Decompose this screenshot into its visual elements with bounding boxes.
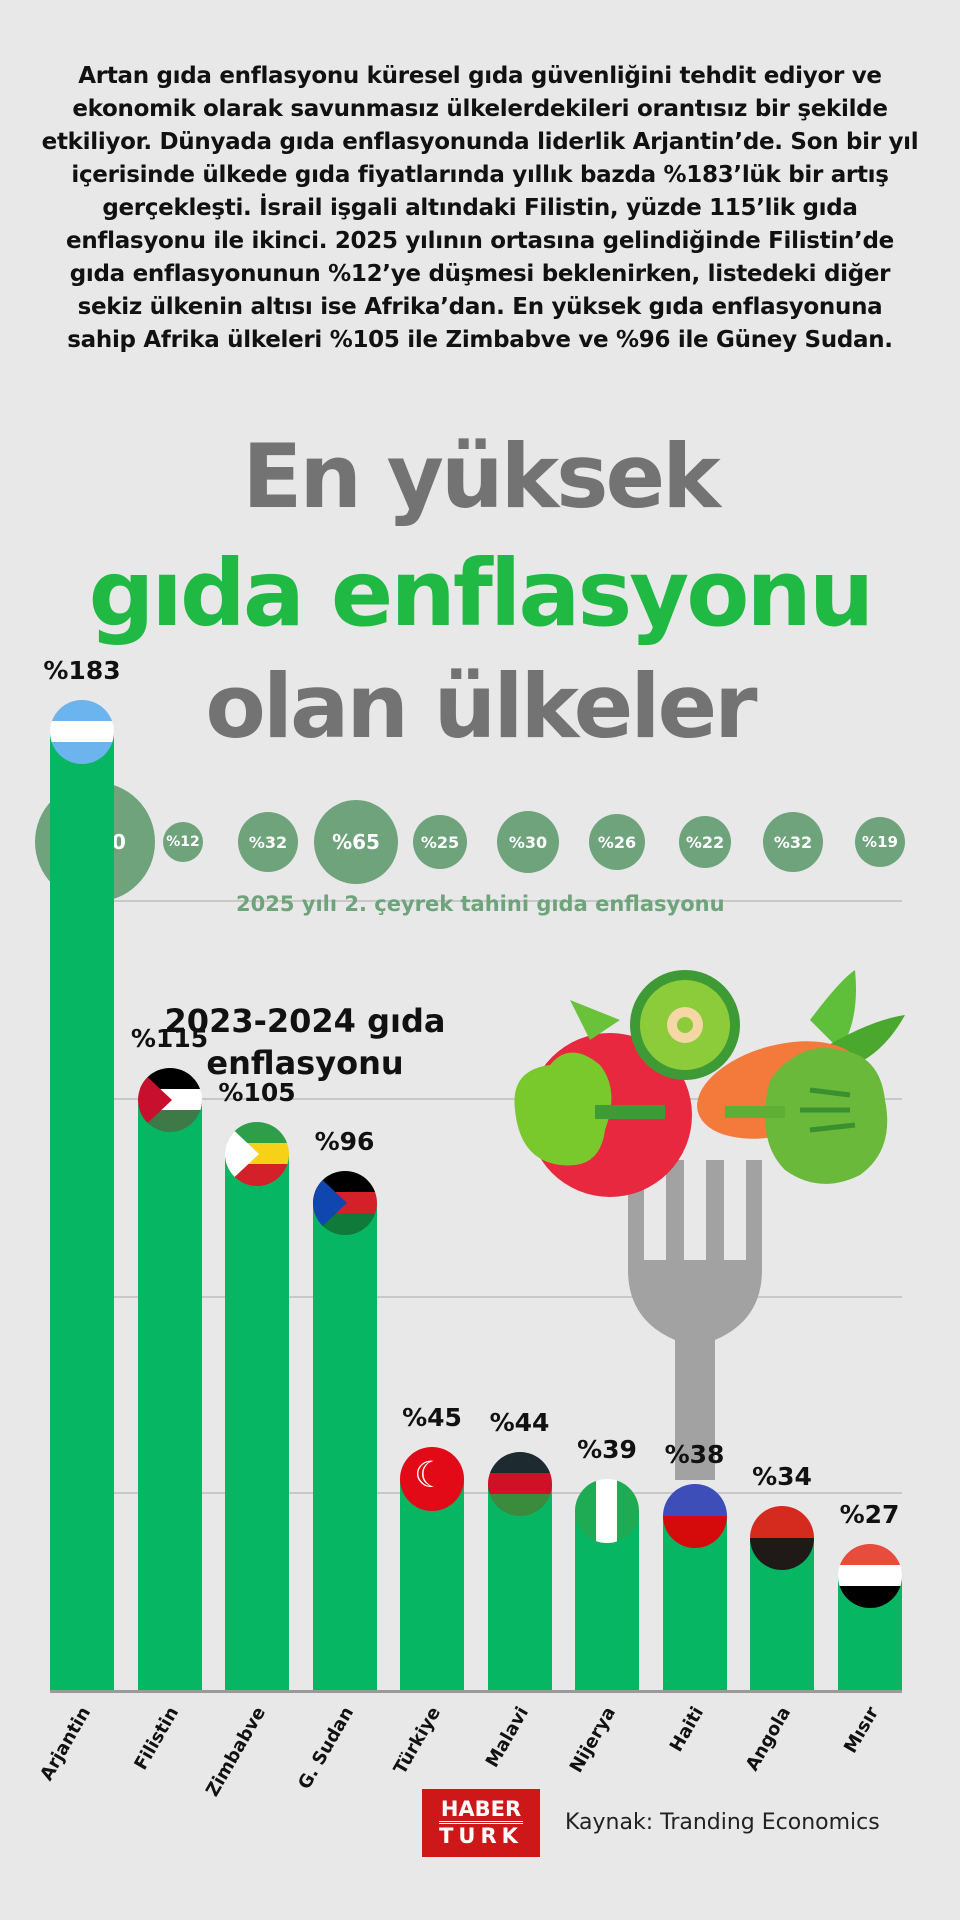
vegetables-fork-icon (514, 970, 905, 1480)
bar-value-label: %39 (577, 1435, 637, 1465)
flag-icon (225, 1121, 289, 1186)
bubble-caption: 2025 yılı 2. çeyrek tahini gıda enflasyo… (236, 892, 725, 916)
bar-filistin (137, 1099, 202, 1690)
forecast-bubble: %25 (413, 815, 467, 869)
forecast-bubble: %26 (589, 814, 645, 870)
forecast-bubble: %12 (163, 822, 203, 862)
x-axis-label: Angola (741, 1703, 796, 1775)
x-axis (50, 1690, 902, 1693)
chart-legend-label: 2023-2024 gıda enflasyonu (164, 1002, 446, 1082)
forecast-bubble: %19 (855, 817, 905, 867)
flag-icon (662, 1484, 727, 1549)
title-line-1: En yüksek (242, 425, 721, 528)
x-axis-label: Mısır (839, 1703, 883, 1757)
x-axis-label: G. Sudan (293, 1703, 358, 1794)
flag-icon (137, 1067, 202, 1132)
flag-icon (312, 1170, 377, 1235)
bar-malavi (487, 1483, 552, 1690)
bar-value-label: %96 (314, 1126, 375, 1156)
bar-value-label: %45 (402, 1402, 462, 1432)
forecast-bubble: %30 (497, 811, 559, 873)
forecast-bubble: %32 (763, 812, 823, 872)
bar-value-label: %27 (839, 1499, 900, 1529)
haberturk-logo: HABER TURK (422, 1789, 540, 1857)
intro-paragraph: Artan gıda enflasyonu küresel gıda güven… (41, 63, 919, 353)
x-axis-label: Haiti (665, 1703, 708, 1756)
bar-value-label: %183 (43, 656, 121, 685)
title-line-2: gıda enflasyonu (88, 540, 875, 647)
bar-value-label: %115 (130, 1023, 209, 1053)
source-text: Kaynak: Tranding Economics (565, 1810, 880, 1835)
flag-icon (750, 1506, 814, 1571)
logo-line-2: TURK (439, 1824, 523, 1848)
bar-value-label: %44 (489, 1407, 550, 1437)
flag-icon: ☾ (400, 1446, 464, 1511)
bar-arjantin (50, 732, 114, 1690)
bar-value-label: %34 (752, 1462, 812, 1492)
gridline (110, 1098, 902, 1100)
flag-icon (837, 1543, 902, 1608)
forecast-bubble: %65 (314, 800, 398, 884)
x-axis-label: Nijerya (565, 1703, 621, 1777)
bar-value-label: %105 (218, 1077, 296, 1107)
bar-zimbabve (225, 1153, 289, 1690)
x-axis-label: Arjantin (36, 1703, 96, 1785)
flag-icon (50, 700, 114, 764)
bar-value-label: %38 (664, 1440, 725, 1470)
flag-icon (487, 1451, 552, 1516)
gridline (50, 900, 902, 902)
x-axis-label: Filistin (129, 1703, 183, 1774)
bar-gsudan (312, 1202, 377, 1690)
title-line-3: olan ülkeler (205, 655, 757, 758)
x-axis-label: Zimbabve (201, 1703, 271, 1801)
forecast-bubble: %22 (679, 816, 731, 868)
forecast-bubble: %32 (238, 812, 298, 872)
bar-türkiye (400, 1478, 464, 1690)
gridline (110, 1296, 902, 1298)
logo-line-1: HABER (438, 1797, 524, 1824)
flag-icon (575, 1479, 639, 1544)
